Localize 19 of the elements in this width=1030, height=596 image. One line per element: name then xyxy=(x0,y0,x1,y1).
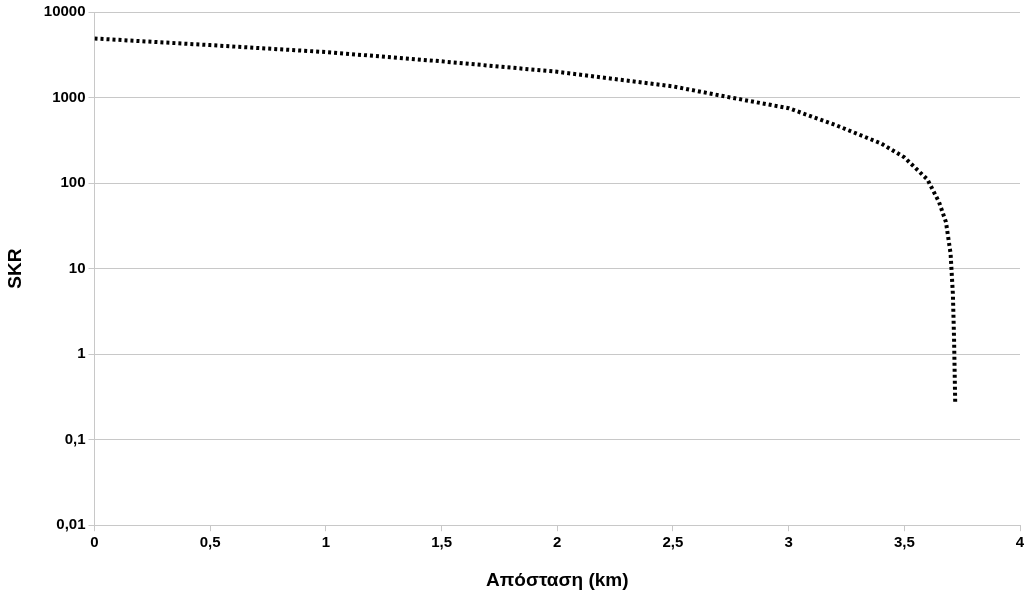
y-tick-label: 1000 xyxy=(52,87,86,105)
x-tick-label: 2 xyxy=(553,533,562,551)
x-tick-label: 0,5 xyxy=(199,533,221,551)
y-axis-title: SKR xyxy=(3,248,25,289)
x-tick-label: 0 xyxy=(90,533,99,551)
x-tick-label: 1,5 xyxy=(431,533,452,551)
y-tick-label: 0,01 xyxy=(56,515,86,533)
y-tick-label: 1 xyxy=(77,344,86,362)
x-tick-label: 4 xyxy=(1015,533,1025,551)
x-tick-label: 3,5 xyxy=(893,533,915,551)
line-series xyxy=(94,36,958,405)
y-tick-label: 100 xyxy=(60,173,86,191)
x-axis-title: Απόσταση (km) xyxy=(486,568,629,590)
x-tick-label: 1 xyxy=(321,533,331,551)
x-tick-label: 2,5 xyxy=(662,533,684,551)
y-tick-label: 0,1 xyxy=(64,429,86,447)
y-tick-label: 10 xyxy=(68,258,86,276)
x-tick-label: 3 xyxy=(784,533,793,551)
y-tick-label: 10000 xyxy=(43,2,86,20)
